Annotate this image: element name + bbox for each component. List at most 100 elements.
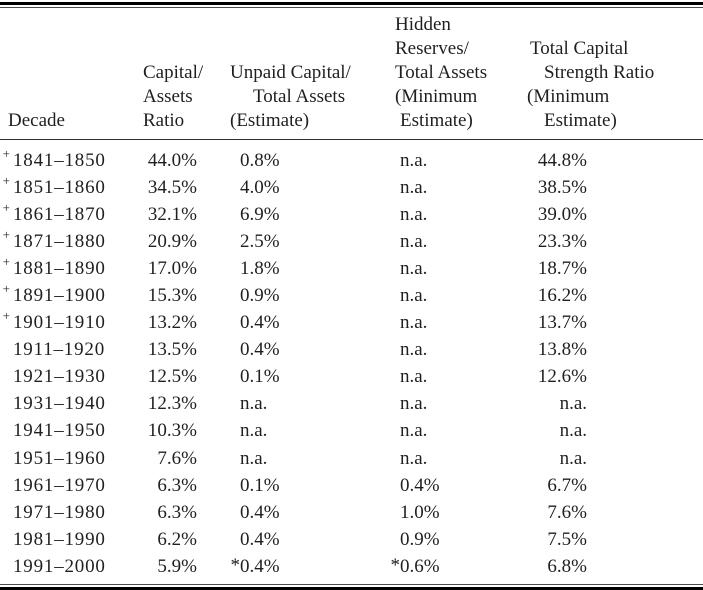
cell-unpaid-capital: 0.4% — [200, 337, 340, 364]
cell-capital-assets-ratio: 5.9% — [135, 553, 200, 580]
cell-hidden-reserves: n.a. — [340, 201, 515, 228]
cell-capital-assets-ratio: 7.6% — [135, 445, 200, 472]
decade-text: 1991–2000 — [13, 555, 106, 577]
cell-value: 13.2% — [147, 312, 197, 334]
cell-value: n.a. — [400, 203, 428, 225]
decade-text: 1971–1980 — [13, 501, 106, 523]
cell-value: n.a. — [559, 447, 587, 469]
cell-total-capital-strength: 38.5% — [515, 174, 703, 201]
cell-value: n.a. — [240, 447, 268, 469]
cell-unpaid-capital: 0.1% — [200, 364, 340, 391]
cell-value: 6.7% — [547, 474, 587, 496]
footnote-plus-marker: + — [2, 145, 10, 161]
decade-text: 1901–1910 — [13, 312, 106, 334]
table-row: +1891–1900 15.3% 0.9% n.a. 16.2% — [0, 281, 703, 309]
header-line: (Minimum — [395, 86, 478, 107]
header-line: Reserves/ — [395, 38, 469, 59]
cell-value: 32.1% — [147, 203, 197, 225]
cell-hidden-reserves: n.a. — [340, 147, 515, 174]
cell-value: n.a. — [400, 447, 428, 469]
cell-value: 0.4% — [240, 528, 280, 550]
cell-value: 0.8% — [240, 149, 280, 171]
cell-value: 13.5% — [147, 339, 197, 361]
decade-label: 1991–2000 — [13, 556, 106, 577]
cell-value: 6.3% — [157, 501, 197, 523]
table-row: +1861–1870 32.1% 6.9% n.a. 39.0% — [0, 200, 703, 228]
cell-value: n.a. — [400, 312, 428, 334]
table-row: 1951–1960 7.6% n.a. n.a. n.a. — [0, 445, 703, 472]
cell-value: n.a. — [559, 393, 587, 415]
table-row: 1961–1970 6.3% 0.1% 0.4% 6.7% — [0, 472, 703, 499]
cell-unpaid-capital: 0.9% — [200, 282, 340, 309]
cell-decade: 1921–1930 — [0, 364, 135, 391]
cell-decade: 1991–2000 — [0, 553, 135, 580]
cell-value: n.a. — [240, 420, 268, 442]
decade-label: 1921–1930 — [13, 366, 106, 387]
cell-decade: 1941–1950 — [0, 418, 135, 445]
cell-unpaid-capital: n.a. — [200, 418, 340, 445]
decade-text: 1841–1850 — [13, 149, 106, 171]
cell-value: 0.4% — [400, 474, 440, 496]
cell-value: n.a. — [400, 366, 428, 388]
footnote-plus-marker: + — [2, 172, 10, 188]
cell-value: 6.9% — [240, 203, 280, 225]
top-thick-rule — [0, 2, 703, 5]
header-line: Strength Ratio — [544, 62, 655, 83]
cell-value: * 0.4% — [230, 554, 280, 577]
col-header-hidden-reserves: Hidden Reserves/Total Assets (Minimum Estim… — [340, 8, 515, 140]
cell-unpaid-capital: n.a. — [200, 391, 340, 418]
header-line: Total Assets — [395, 62, 488, 83]
table-row: 1981–1990 6.2% 0.4% 0.9% 7.5% — [0, 526, 703, 553]
table-row: +1901–1910 13.2% 0.4% n.a. 13.7% — [0, 308, 703, 337]
cell-value: 23.3% — [537, 230, 587, 252]
cell-decade: 1951–1960 — [0, 445, 135, 472]
cell-value: 0.9% — [240, 285, 280, 307]
cell-total-capital-strength: 44.8% — [515, 147, 703, 174]
decade-text: 1961–1970 — [13, 474, 106, 496]
col-header-decade: Decade — [0, 8, 135, 140]
table-row: +1871–1880 20.9% 2.5% n.a. 23.3% — [0, 227, 703, 255]
cell-capital-assets-ratio: 34.5% — [135, 174, 200, 201]
header-line: Assets — [143, 86, 193, 107]
cell-hidden-reserves: n.a. — [340, 310, 515, 337]
cell-value: 38.5% — [537, 176, 587, 198]
cell-value: 44.0% — [147, 149, 197, 171]
cell-value: 0.9% — [400, 528, 440, 550]
cell-value: n.a. — [400, 285, 428, 307]
cell-capital-assets-ratio: 13.5% — [135, 337, 200, 364]
cell-total-capital-strength: 6.7% — [515, 472, 703, 499]
cell-decade: 1911–1920 — [0, 337, 135, 364]
cell-hidden-reserves: 0.9% — [340, 526, 515, 553]
cell-value: 0.1% — [240, 474, 280, 496]
cell-hidden-reserves: n.a. — [340, 391, 515, 418]
cell-value: * 0.6% — [390, 554, 440, 577]
cell-value: 7.6% — [157, 447, 197, 469]
decade-label: 1931–1940 — [13, 393, 106, 414]
cell-hidden-reserves: n.a. — [340, 364, 515, 391]
decade-text: 1911–1920 — [13, 339, 105, 361]
cell-total-capital-strength: 13.7% — [515, 310, 703, 337]
footnote-star-marker: * — [390, 554, 401, 576]
cell-hidden-reserves: n.a. — [340, 255, 515, 282]
cell-value: n.a. — [240, 393, 268, 415]
cell-value: 4.0% — [240, 176, 280, 198]
cell-total-capital-strength: 16.2% — [515, 282, 703, 309]
decade-text: 1921–1930 — [13, 366, 106, 388]
cell-decade: +1891–1900 — [0, 281, 135, 309]
col-header-capital-assets-ratio: Capital/Assets Ratio — [135, 8, 203, 140]
cell-value: 39.0% — [537, 203, 587, 225]
header-line: (Minimum — [527, 86, 610, 107]
cell-value: n.a. — [400, 339, 428, 361]
cell-value: 0.4% — [240, 312, 280, 334]
cell-decade: 1971–1980 — [0, 499, 135, 526]
decade-text: 1851–1860 — [13, 176, 106, 198]
cell-total-capital-strength: 12.6% — [515, 364, 703, 391]
top-thin-rule — [0, 7, 703, 8]
cell-hidden-reserves: n.a. — [340, 228, 515, 255]
cell-value: 16.2% — [537, 285, 587, 307]
cell-hidden-reserves: * 0.6% — [340, 553, 515, 580]
cell-unpaid-capital: 0.4% — [200, 499, 340, 526]
cell-decade: +1861–1870 — [0, 200, 135, 228]
cell-total-capital-strength: 39.0% — [515, 201, 703, 228]
